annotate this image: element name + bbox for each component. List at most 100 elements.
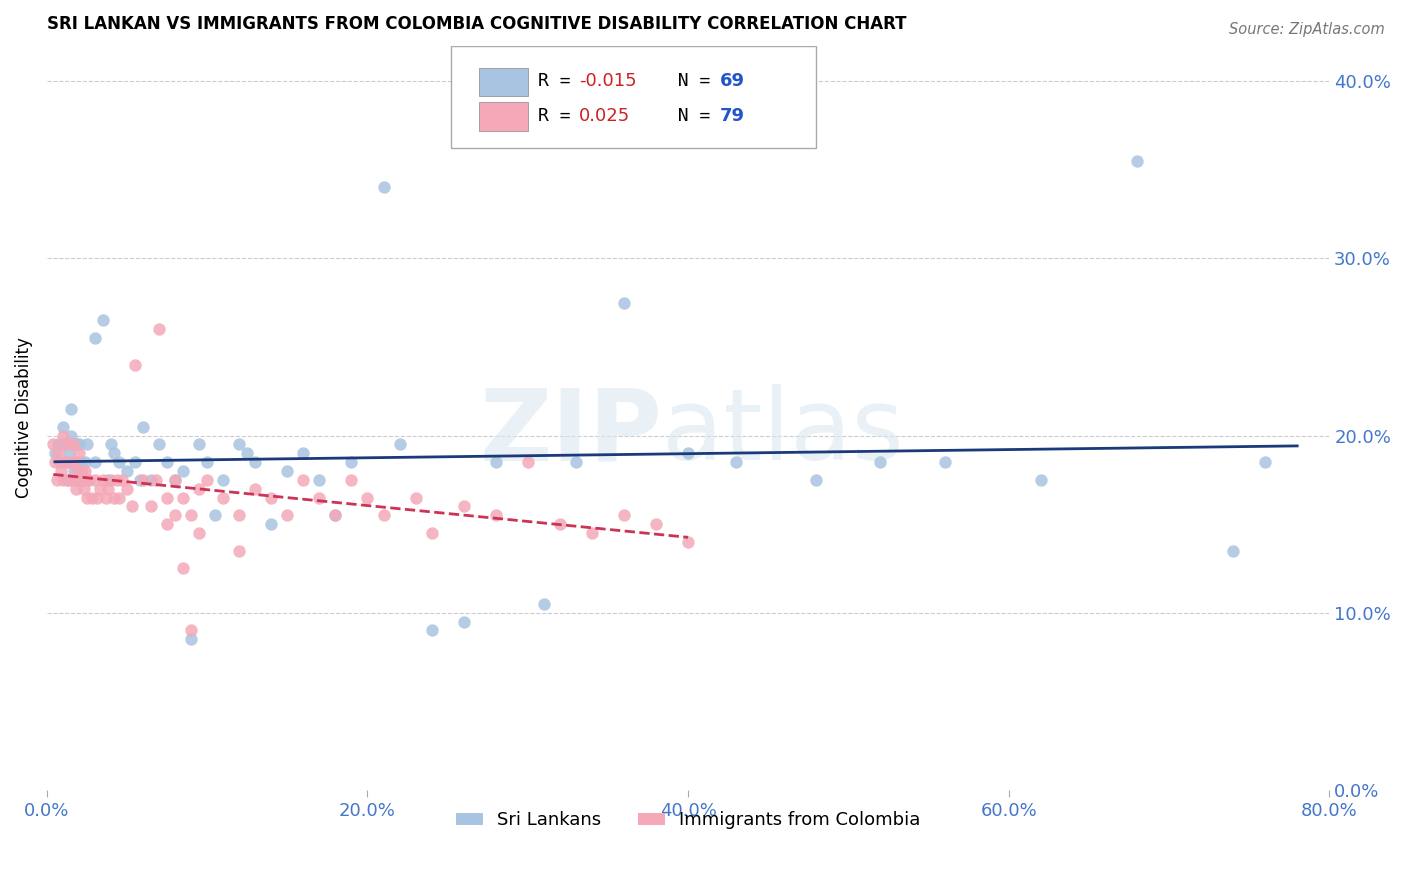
- Point: [44, 446, 66, 460]
- Point: [86, 491, 108, 505]
- Point: [180, 632, 202, 647]
- Text: Source: ZipAtlas.com: Source: ZipAtlas.com: [1229, 22, 1385, 37]
- Point: [212, 473, 235, 487]
- Point: [70, 464, 93, 478]
- Point: [108, 491, 131, 505]
- Point: [292, 473, 315, 487]
- Point: [485, 455, 508, 469]
- Point: [228, 543, 250, 558]
- Point: [80, 491, 103, 505]
- Point: [91, 313, 114, 327]
- Point: [260, 517, 283, 532]
- Point: [59, 401, 82, 416]
- Point: [869, 455, 891, 469]
- Point: [156, 455, 179, 469]
- Point: [340, 473, 363, 487]
- Text: SRI LANKAN VS IMMIGRANTS FROM COLOMBIA COGNITIVE DISABILITY CORRELATION CHART: SRI LANKAN VS IMMIGRANTS FROM COLOMBIA C…: [46, 15, 907, 33]
- Point: [204, 508, 226, 523]
- Point: [44, 455, 66, 469]
- Point: [65, 455, 87, 469]
- Point: [165, 473, 187, 487]
- Point: [62, 437, 84, 451]
- Point: [806, 473, 828, 487]
- Point: [516, 455, 538, 469]
- Point: [165, 508, 187, 523]
- Point: [245, 455, 267, 469]
- Point: [124, 358, 146, 372]
- Point: [52, 428, 75, 442]
- Point: [172, 491, 194, 505]
- Point: [148, 322, 170, 336]
- Point: [84, 473, 107, 487]
- Text: 79: 79: [720, 107, 745, 125]
- Text: 69: 69: [720, 72, 745, 90]
- Point: [188, 526, 211, 541]
- Point: [67, 446, 90, 460]
- Point: [139, 500, 162, 514]
- Point: [373, 508, 395, 523]
- Point: [56, 473, 79, 487]
- FancyBboxPatch shape: [479, 103, 527, 130]
- Point: [75, 464, 97, 478]
- Point: [100, 473, 122, 487]
- Point: [156, 491, 179, 505]
- Point: [245, 482, 267, 496]
- Point: [77, 473, 100, 487]
- Point: [66, 437, 89, 451]
- FancyBboxPatch shape: [451, 45, 817, 148]
- Point: [548, 517, 571, 532]
- Point: [1222, 543, 1244, 558]
- Point: [260, 491, 283, 505]
- Y-axis label: Cognitive Disability: Cognitive Disability: [15, 337, 32, 499]
- Point: [66, 464, 89, 478]
- Point: [453, 615, 475, 629]
- Point: [188, 437, 211, 451]
- Point: [308, 491, 330, 505]
- Point: [212, 491, 235, 505]
- Point: [165, 473, 187, 487]
- Point: [73, 473, 96, 487]
- Point: [276, 464, 298, 478]
- Point: [124, 455, 146, 469]
- Point: [48, 455, 70, 469]
- Point: [676, 534, 699, 549]
- Point: [325, 508, 347, 523]
- Point: [75, 455, 97, 469]
- Point: [103, 491, 125, 505]
- Point: [388, 437, 411, 451]
- Point: [115, 464, 138, 478]
- Point: [308, 473, 330, 487]
- Point: [51, 464, 73, 478]
- Text: N =: N =: [657, 107, 721, 125]
- Point: [69, 473, 91, 487]
- Point: [67, 437, 90, 451]
- Point: [42, 437, 65, 451]
- Point: [145, 473, 167, 487]
- Point: [228, 508, 250, 523]
- Point: [63, 464, 86, 478]
- Point: [62, 437, 84, 451]
- Point: [236, 446, 259, 460]
- Point: [156, 517, 179, 532]
- Point: [84, 331, 107, 345]
- Point: [188, 482, 211, 496]
- Point: [565, 455, 588, 469]
- Point: [172, 561, 194, 575]
- Point: [70, 473, 93, 487]
- Point: [55, 455, 77, 469]
- Point: [46, 446, 69, 460]
- Point: [76, 437, 98, 451]
- Point: [180, 508, 202, 523]
- Point: [325, 508, 347, 523]
- Point: [128, 473, 150, 487]
- Point: [533, 597, 555, 611]
- Point: [84, 455, 107, 469]
- Point: [58, 455, 80, 469]
- Point: [934, 455, 956, 469]
- Point: [356, 491, 378, 505]
- Text: ZIP: ZIP: [479, 384, 662, 481]
- Point: [645, 517, 668, 532]
- Point: [405, 491, 427, 505]
- Text: -0.015: -0.015: [579, 72, 637, 90]
- Point: [59, 437, 82, 451]
